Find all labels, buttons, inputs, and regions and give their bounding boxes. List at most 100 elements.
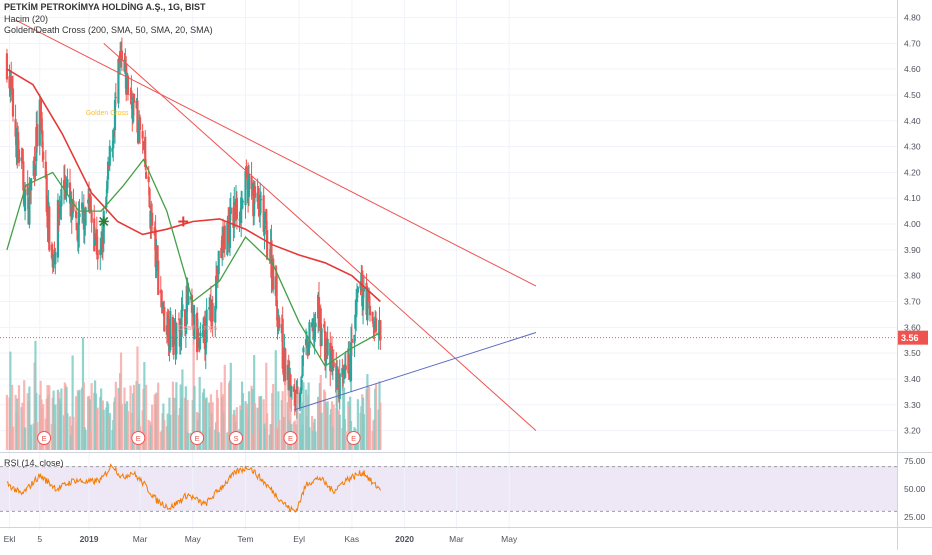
candle-body (184, 327, 187, 334)
volume-bar (143, 362, 146, 450)
candle-body (141, 131, 144, 139)
volume-bar (136, 346, 139, 450)
candle-body (105, 196, 108, 208)
candle-body (355, 297, 359, 303)
candle-body (56, 199, 60, 258)
event-marker-3 (190, 431, 205, 445)
golden-cross-label: Golden Cross (86, 110, 129, 117)
candle-body (145, 171, 148, 179)
candle-body (278, 317, 281, 329)
rsi-line (6, 463, 381, 513)
candle-body (229, 207, 232, 214)
event-marker-label: E (195, 434, 200, 443)
time-tick-label: 2020 (395, 534, 414, 544)
price-tick-label: 4.20 (904, 167, 921, 177)
candle-body (208, 307, 211, 310)
volume-bar (169, 414, 172, 450)
price-tick-label: 4.30 (904, 142, 921, 152)
price-tick-label: 3.20 (904, 426, 921, 436)
volume-bar (229, 362, 232, 450)
volume-bar (332, 404, 335, 450)
candle-body (162, 301, 165, 310)
volume-bar (338, 414, 341, 450)
candle-body (74, 210, 78, 219)
volume-bar (175, 382, 178, 450)
volume-bar (23, 427, 27, 450)
volume-bar (82, 382, 85, 450)
volume-bar (120, 403, 123, 450)
candle-body (95, 229, 98, 255)
rsi-tick-label: 75.00 (904, 456, 926, 466)
candle-body (330, 346, 334, 366)
candle-body (292, 386, 296, 392)
volume-bar (52, 390, 55, 450)
candle-body (106, 180, 109, 194)
candle-body (326, 338, 329, 356)
candle-body (263, 225, 266, 235)
trendline-2 (103, 42, 537, 431)
candle-body (186, 285, 189, 303)
volume-bar (256, 407, 259, 450)
volume-bar (23, 380, 26, 450)
volume-bar (319, 374, 322, 450)
candle-body (163, 306, 166, 332)
volume-bar (78, 389, 81, 450)
time-tick-label: Tem (237, 534, 253, 544)
price-tick-label: 4.50 (904, 90, 921, 100)
time-tick-label: Eyl (293, 534, 305, 544)
golden-cross-marker (98, 216, 109, 227)
time-tick-label: May (501, 534, 518, 544)
death-cross-marker (178, 216, 189, 227)
candle-body (313, 327, 316, 342)
candle-body (308, 322, 311, 348)
candle-body (160, 290, 163, 308)
volume-bar (342, 387, 346, 450)
volume-bar (17, 385, 21, 450)
candle-body (235, 197, 238, 220)
candle-body (179, 337, 182, 347)
candle-body (323, 324, 326, 328)
time-tick-label: Kas (345, 534, 360, 544)
candle-body (108, 145, 111, 166)
candle-body (366, 287, 369, 321)
event-marker-label: S (234, 434, 239, 443)
volume-bar (84, 429, 87, 450)
candle-body (30, 178, 33, 191)
volume-bar (119, 352, 123, 450)
event-marker-label: E (288, 434, 293, 443)
volume-bar (308, 427, 311, 450)
candle-body (368, 290, 371, 300)
candle-body (272, 258, 275, 290)
candle-body (281, 318, 284, 369)
volume-bar (30, 424, 33, 450)
candle-body (373, 329, 376, 333)
candle-body (379, 320, 382, 341)
candle-body (290, 385, 293, 400)
candle-body (253, 183, 256, 216)
volume-bar (126, 411, 130, 450)
volume-bar (253, 403, 257, 450)
volume-bar (211, 402, 214, 450)
candle-body (300, 379, 303, 391)
sma50-line (6, 158, 381, 368)
candle-body (39, 100, 42, 117)
volume-bar (5, 394, 9, 450)
rsi-tick-label: 25.00 (904, 512, 926, 522)
volume-bar (102, 409, 105, 450)
candle-body (172, 335, 175, 346)
candle-body (157, 260, 160, 295)
volume-bar (42, 404, 45, 450)
candle-body (199, 332, 202, 337)
volume-layer (5, 337, 382, 450)
volume-bar (223, 364, 226, 450)
candle-body (175, 322, 178, 355)
candle-body (44, 161, 47, 179)
cross-legend: Golden/Death Cross (200, SMA, 50, SMA, 2… (4, 25, 213, 35)
candle-body (198, 339, 201, 350)
price-tick-label: 3.90 (904, 245, 921, 255)
candle-body (106, 161, 110, 180)
candle-body (83, 221, 86, 236)
candle-body (259, 199, 263, 201)
